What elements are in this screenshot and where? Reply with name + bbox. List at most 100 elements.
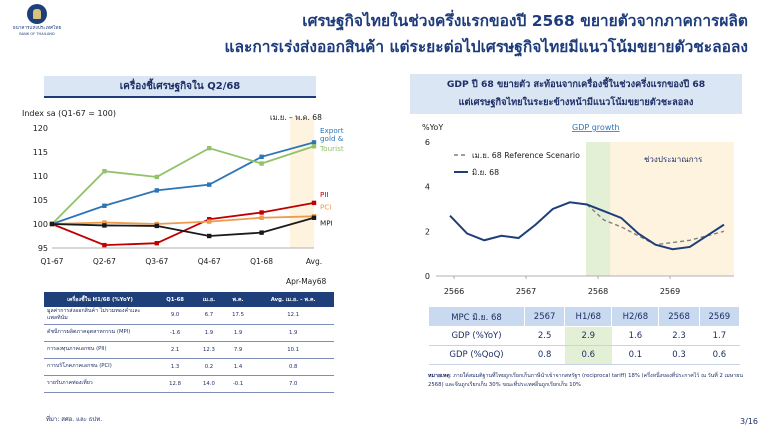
x-tick-label: Q1-68 <box>250 257 273 266</box>
source-note: ที่มา: สศอ. และ ธปท. <box>46 416 103 423</box>
cell: 7.9 <box>223 341 253 359</box>
row-label: การบริโภคภาคเอกชน (PCI) <box>44 358 156 376</box>
x-tick-label: Q1-67 <box>41 257 64 266</box>
data-point <box>154 241 159 246</box>
table-row: มูลค่าการส่งออกสินค้า ไม่รวมทองคำและแพลท… <box>44 307 334 325</box>
cell: 12.8 <box>156 375 195 393</box>
cell: 1.9 <box>194 324 224 342</box>
table-row: รายรับภาคท่องเที่ยว 12.8 14.0 -0.1 7.0 <box>44 375 334 393</box>
cell: 0.1 <box>611 345 659 365</box>
series-line <box>449 201 725 251</box>
cell: 0.6 <box>699 345 740 365</box>
y-axis-label: %YoY <box>422 123 443 132</box>
data-point <box>102 242 107 248</box>
avg-period-label: Apr-May68 <box>286 277 326 286</box>
table-header: 2568 <box>658 306 700 327</box>
table-header: Avg. เม.ย. – พ.ค. <box>252 292 334 307</box>
y-tick-label: 2 <box>425 227 430 236</box>
table-row: ดัชนีการผลิตภาคอุตสาหกรรม (MPI) -1.6 1.9… <box>44 324 334 342</box>
y-tick-label: 115 <box>33 148 48 157</box>
data-point <box>207 233 212 239</box>
table-header: เม.ย. <box>194 292 224 307</box>
cell: 0.2 <box>194 358 224 376</box>
row-label: การลงทุนภาคเอกชน (PII) <box>44 341 156 359</box>
row-label: ดัชนีการผลิตภาคอุตสาหกรรม (MPI) <box>44 324 156 342</box>
cell: 2.5 <box>524 326 565 346</box>
data-point <box>259 230 264 235</box>
bot-seal-icon <box>27 4 47 24</box>
data-point <box>311 215 317 220</box>
indicator-chart: Index sa (Q1-67 = 100) เม.ย. – พ.ค. 68 9… <box>22 109 344 286</box>
data-point <box>207 219 212 224</box>
table-header: MPC มิ.ย. 68 <box>428 306 525 327</box>
data-point <box>102 169 107 174</box>
legend-export: Export value excl. <box>320 126 344 135</box>
cell: 0.6 <box>564 345 612 365</box>
table-row: GDP (%YoY) 2.5 2.9 1.6 2.3 1.7 <box>428 326 740 346</box>
data-point <box>154 188 159 193</box>
series-line <box>51 215 315 225</box>
legend-label: เม.ย. 68 Reference Scenario <box>472 151 580 160</box>
y-tick-label: 105 <box>33 196 48 205</box>
cell: 12.3 <box>194 341 224 359</box>
cell: -0.1 <box>223 375 253 393</box>
table-header: H2/68 <box>611 306 660 327</box>
cell: 2.1 <box>156 341 195 359</box>
right-panel-header: GDP ปี 68 ขยายตัว สะท้อนจากเครื่องชี้ในช… <box>410 74 742 114</box>
legend-tourist: Tourist receipt <box>319 144 344 153</box>
legend-pii: PII <box>320 190 329 199</box>
x-tick-label: 2568 <box>588 287 608 296</box>
series-line <box>51 145 315 225</box>
cell: 9.0 <box>156 307 195 325</box>
cell: 1.3 <box>156 358 195 376</box>
footnote: หมายเหตุ: ภายใต้สมมติฐานที่ไทยถูกเรียกเก… <box>428 372 754 390</box>
row-label: GDP (%YoY) <box>428 326 525 346</box>
y-tick-label: 120 <box>33 124 48 133</box>
cell: 1.6 <box>611 326 659 346</box>
cell: 0.3 <box>658 345 700 365</box>
cell: 10.1 <box>252 341 334 359</box>
cell: 17.5 <box>223 307 253 325</box>
data-point <box>311 200 317 206</box>
x-tick-label: Q2-67 <box>93 257 116 266</box>
data-point <box>259 154 264 159</box>
data-point <box>259 210 264 215</box>
legend-export-2: gold & platinum <box>320 134 344 143</box>
table-row: GDP (%QoQ) 0.8 0.6 0.1 0.3 0.6 <box>428 345 740 365</box>
table-header: Q1-68 <box>156 292 195 307</box>
gdp-table: MPC มิ.ย. 68 2567 H1/68 H2/68 2568 2569 … <box>428 306 741 365</box>
table-header: H1/68 <box>564 306 613 327</box>
gdp-chart: %YoY GDP growth ช่วงประมาณการ 0 2 4 6 2566 25… <box>422 123 734 296</box>
x-tick-label: Q4-67 <box>198 257 221 266</box>
table-header-row: เครื่องชี้ใน H1/68 (%YoY) Q1-68 เม.ย. พ.… <box>44 292 334 307</box>
data-point <box>154 223 159 229</box>
x-tick-label: 2567 <box>516 287 536 296</box>
avg-shade <box>290 118 314 248</box>
forecast-label: ช่วงประมาณการ <box>644 155 703 164</box>
row-label: รายรับภาคท่องเที่ยว <box>44 375 156 393</box>
row-label: มูลค่าการส่งออกสินค้า ไม่รวมทองคำและแพลท… <box>44 307 156 325</box>
legend-label: มิ.ย. 68 <box>472 168 499 177</box>
cell: 1.4 <box>223 358 253 376</box>
title-line-2: และการเร่งส่งออกสินค้า แต่ระยะต่อไปเศรษฐ… <box>224 38 749 56</box>
table-header: 2567 <box>523 306 566 327</box>
data-point <box>259 161 264 166</box>
cell: 14.0 <box>194 375 224 393</box>
cell: -1.6 <box>156 324 195 342</box>
data-point <box>102 223 107 228</box>
data-point <box>311 144 317 149</box>
page-number: 3/16 <box>740 417 758 426</box>
title-line-1: เศรษฐกิจไทยในช่วงครึ่งแรกของปี 2568 ขยาย… <box>302 12 748 30</box>
period-label: เม.ย. – พ.ค. 68 <box>270 113 322 122</box>
cell: 0.8 <box>524 345 565 365</box>
y-tick-label: 4 <box>425 183 430 192</box>
footnote-text: : ภายใต้สมมติฐานที่ไทยถูกเรียกเก็บภาษีนำ… <box>428 373 743 388</box>
y-tick-label: 100 <box>33 220 48 229</box>
x-tick-label: Avg. <box>306 257 322 266</box>
forecast-shade <box>610 142 734 276</box>
legend-mpi: MPI <box>320 218 333 227</box>
cell: 6.7 <box>194 307 224 325</box>
cell: 1.7 <box>699 326 740 346</box>
logo-sub: BANK OF THAILAND <box>19 32 55 36</box>
data-point <box>207 217 212 222</box>
